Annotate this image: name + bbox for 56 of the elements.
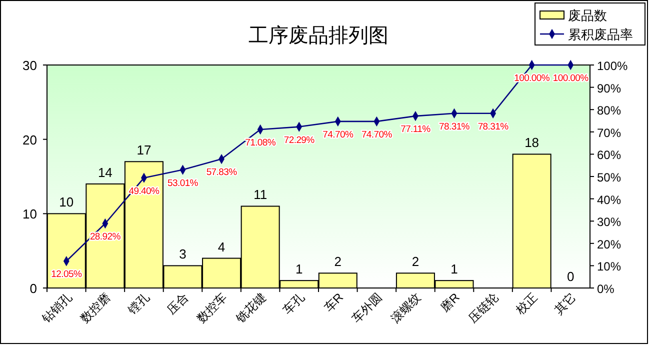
data-label: 12.05% (51, 269, 82, 280)
y-tick-label: 30 (22, 58, 37, 73)
x-tick-label: 车外圆 (349, 290, 385, 326)
data-label: 78.31% (439, 121, 470, 132)
y2-tick-label: 90% (597, 81, 622, 96)
y2-tick-label: 20% (597, 237, 622, 252)
data-label: 11 (254, 187, 268, 202)
x-tick-label: 镗孔 (124, 290, 152, 318)
data-label: 3 (179, 246, 186, 262)
data-label: 1 (450, 262, 458, 277)
x-tick-label: 压链轮 (466, 290, 502, 326)
x-tick-label: 滚螺纹 (388, 290, 424, 326)
y2-tick-label: 10% (597, 260, 622, 274)
x-tick-label: 车孔 (280, 290, 308, 318)
x-tick-label: 数控车 (194, 290, 230, 326)
y-tick-label: 20 (22, 132, 37, 148)
x-tick-label: 校正 (512, 290, 540, 318)
y2-tick-label: 40% (597, 192, 622, 207)
y2-tick-label: 70% (597, 126, 622, 140)
x-tick-label: 其它 (552, 290, 579, 318)
data-label: 2 (412, 254, 420, 270)
x-tick-label: 钻销孔 (38, 290, 75, 326)
y2-tick-label: 50% (597, 170, 622, 184)
data-label: 10 (59, 194, 74, 210)
x-tick-label: 车R (321, 290, 346, 315)
x-tick-label: 压合 (164, 290, 191, 318)
data-label: 74.70% (361, 129, 393, 140)
data-label: 53.01% (168, 178, 199, 189)
x-tick-label: 铣花键 (232, 290, 268, 326)
y-tick-label: 10 (22, 206, 37, 222)
data-label: 17 (136, 142, 152, 158)
x-tick-label: 磨R (438, 290, 463, 315)
y2-tick-label: 60% (597, 148, 622, 162)
data-label: 78.31% (478, 121, 510, 132)
y2-tick-label: 0% (597, 282, 615, 296)
data-label: 28.92% (90, 232, 122, 243)
data-label: 18 (524, 135, 540, 150)
data-label: 71.08% (245, 137, 276, 148)
data-label: 57.83% (206, 167, 238, 178)
legend-label: 累积废品率 (568, 27, 633, 42)
data-label: 72.29% (284, 134, 316, 146)
chart-title: 工序废品排列图 (248, 25, 388, 47)
x-tick-label: 数控磨 (78, 290, 114, 326)
data-label: 100.00% (552, 73, 590, 84)
data-label: 0 (566, 269, 574, 284)
y2-tick-label: 30% (597, 215, 622, 230)
data-label: 1 (295, 262, 303, 277)
legend-label: 废品数 (568, 8, 607, 23)
data-label: 14 (98, 164, 112, 180)
data-label: 2 (334, 254, 342, 270)
data-label: 77.11% (400, 124, 432, 136)
y-tick-label: 0 (30, 281, 37, 296)
y2-tick-label: 80% (597, 104, 622, 118)
data-label: 4 (218, 239, 226, 254)
data-label: 74.70% (322, 129, 354, 140)
y2-tick-label: 100% (597, 59, 628, 73)
